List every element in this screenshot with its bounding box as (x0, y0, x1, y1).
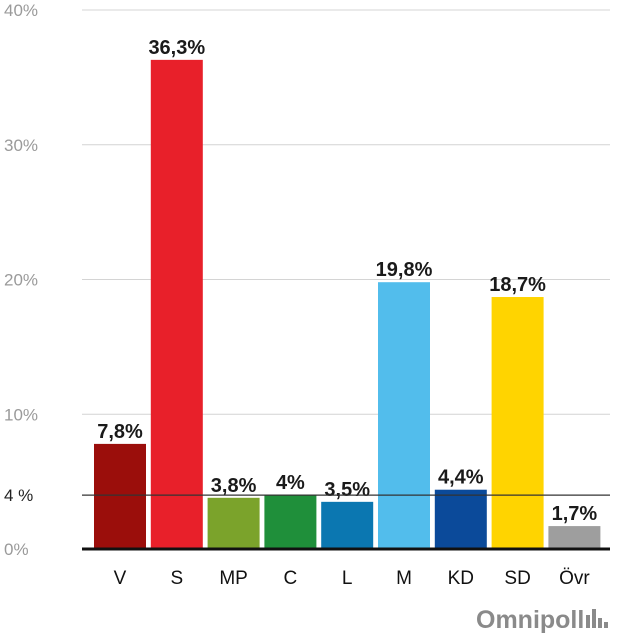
y-tick-label: 40% (4, 1, 38, 20)
category-label: MP (219, 568, 248, 589)
logo-bar-icon (586, 615, 590, 628)
value-label: 4% (276, 472, 305, 494)
value-label: 1,7% (552, 503, 598, 525)
category-labels: V S MP C L M KD SD Övr (114, 568, 591, 589)
category-label: C (284, 568, 298, 589)
bar-mp (207, 497, 260, 549)
value-label: 7,8% (97, 421, 143, 443)
category-label: V (114, 568, 127, 589)
value-label: 36,3% (148, 37, 205, 59)
value-labels: 7,8% 36,3% 3,8% 4% 3,5% 19,8% 4,4% 18,7% 1,7% (97, 37, 597, 525)
category-label: SD (504, 568, 530, 589)
category-label: Övr (559, 568, 590, 589)
bar-kd (434, 489, 487, 549)
bar-c (264, 495, 317, 549)
value-label: 4,4% (438, 467, 484, 489)
bar-l (321, 501, 374, 549)
logo-bar-icon (604, 622, 608, 628)
threshold-line: 4 % (4, 486, 610, 505)
category-label: KD (448, 568, 474, 589)
value-label: 18,7% (489, 274, 546, 296)
y-tick-label: 30% (4, 136, 38, 155)
y-axis-labels: 0% 10% 20% 30% 40% (4, 1, 38, 559)
value-label: 3,8% (211, 475, 257, 497)
bar-s (150, 59, 203, 550)
value-label: 3,5% (324, 479, 370, 501)
brand-name: Omnipoll (476, 606, 584, 634)
bar-sd (491, 297, 544, 549)
bar-övr (548, 526, 601, 549)
bars (94, 59, 601, 550)
omnipoll-logo: Omnipoll (476, 606, 608, 634)
logo-bar-icon (598, 618, 602, 628)
y-tick-label: 20% (4, 271, 38, 290)
category-label: S (170, 568, 183, 589)
category-label: M (396, 568, 412, 589)
category-label: L (342, 568, 353, 589)
y-tick-label: 10% (4, 405, 38, 424)
value-label: 19,8% (376, 259, 433, 281)
bar-v (94, 443, 146, 549)
y-tick-label: 0% (4, 540, 29, 559)
logo-bar-icon (592, 609, 596, 628)
bar-m (378, 282, 430, 549)
threshold-label: 4 % (4, 486, 33, 505)
